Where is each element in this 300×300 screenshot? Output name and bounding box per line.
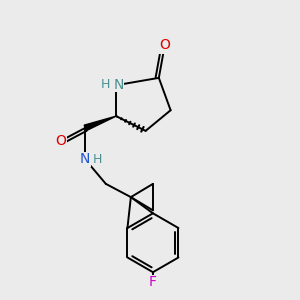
Text: O: O bbox=[55, 134, 66, 148]
Text: O: O bbox=[159, 38, 170, 52]
Polygon shape bbox=[84, 116, 116, 131]
Text: N: N bbox=[113, 78, 124, 92]
Text: F: F bbox=[149, 275, 157, 290]
Text: H: H bbox=[93, 153, 102, 166]
Text: N: N bbox=[80, 152, 90, 167]
Text: H: H bbox=[100, 78, 110, 91]
